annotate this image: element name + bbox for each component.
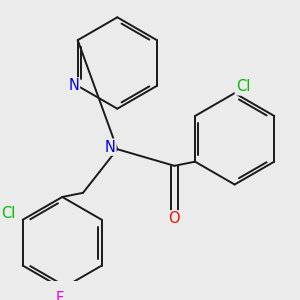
Text: F: F <box>56 291 64 300</box>
Text: N: N <box>105 140 116 154</box>
Text: O: O <box>169 211 180 226</box>
Text: Cl: Cl <box>236 80 250 94</box>
Text: N: N <box>68 78 79 93</box>
Text: Cl: Cl <box>1 206 15 221</box>
